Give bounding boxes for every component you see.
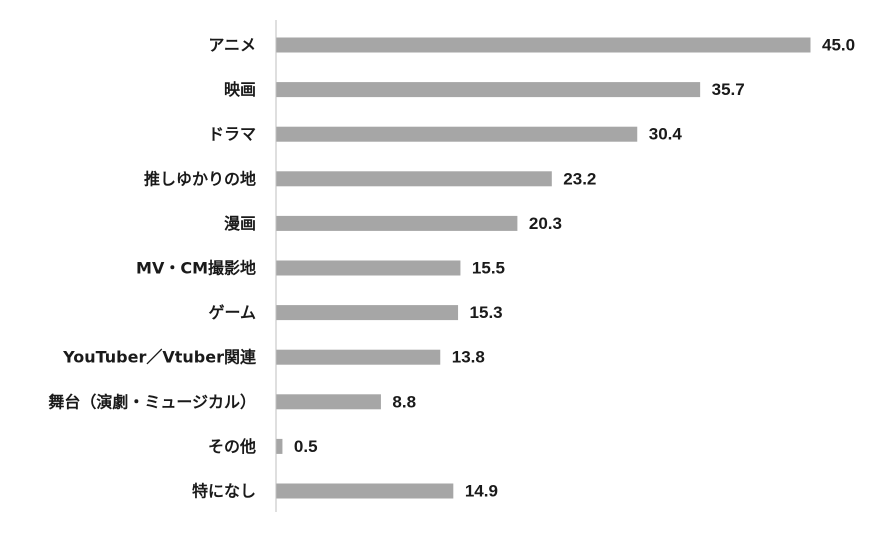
category-label: その他 <box>208 437 256 456</box>
value-label: 13.8 <box>452 348 485 367</box>
value-label: 23.2 <box>563 169 596 188</box>
value-label: 8.8 <box>392 392 416 411</box>
value-label: 15.5 <box>472 259 505 278</box>
value-label: 45.0 <box>822 36 855 55</box>
bar <box>276 82 701 98</box>
bar <box>276 394 381 410</box>
value-label: 14.9 <box>465 482 498 501</box>
bar <box>276 126 638 142</box>
category-label: YouTuber／Vtuber関連 <box>62 348 257 367</box>
bar <box>276 260 461 276</box>
category-label: 舞台（演劇・ミュージカル） <box>48 392 256 411</box>
bar <box>276 349 441 365</box>
value-label: 15.3 <box>470 303 503 322</box>
bar <box>276 171 552 187</box>
category-label: 映画 <box>224 80 256 99</box>
category-label: アニメ <box>208 36 256 55</box>
value-label: 20.3 <box>529 214 562 233</box>
value-label: 30.4 <box>649 125 683 144</box>
category-label: ドラマ <box>208 125 256 144</box>
bar <box>276 305 459 321</box>
value-label: 0.5 <box>294 437 318 456</box>
value-label: 35.7 <box>712 80 745 99</box>
bars-layer <box>276 37 811 499</box>
labels-layer: アニメ 45.0 映画 35.7 ドラマ 30.4 推しゆかりの地 23.2 漫画 20.3 MV・… <box>48 36 855 501</box>
bar <box>276 483 454 499</box>
category-label: 推しゆかりの地 <box>144 169 256 188</box>
category-label: MV・CM撮影地 <box>136 259 256 278</box>
category-label: 特になし <box>192 482 256 501</box>
category-label: ゲーム <box>208 303 256 322</box>
bar <box>276 37 811 53</box>
bar <box>276 215 518 231</box>
bar <box>276 438 283 454</box>
category-label: 漫画 <box>224 214 256 233</box>
